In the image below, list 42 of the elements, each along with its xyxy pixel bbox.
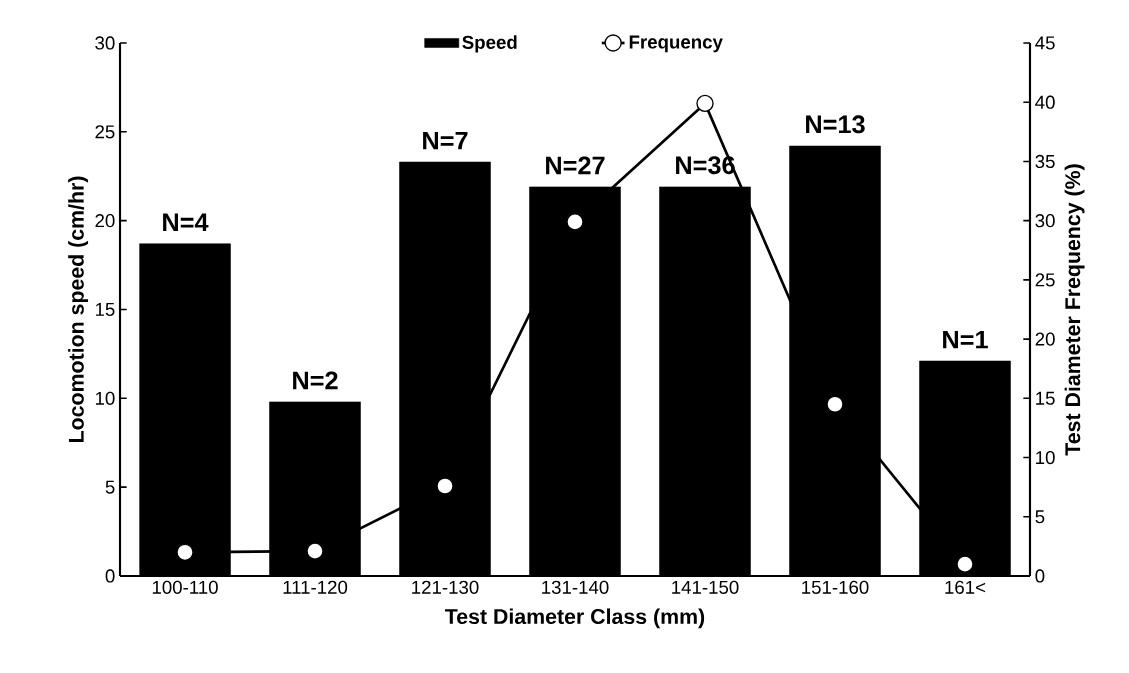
point bbox=[436, 477, 454, 495]
y2-tick-label: 30 bbox=[1035, 214, 1055, 228]
annotation: N=7 bbox=[423, 131, 468, 150]
annotation: N=27 bbox=[546, 156, 605, 175]
y2-axis-title: Test Diameter Frequency (%) bbox=[1064, 164, 1085, 456]
point bbox=[176, 543, 194, 561]
y2-tick-label: 15 bbox=[1036, 391, 1055, 405]
y-tick-label: 15 bbox=[95, 302, 115, 317]
x-tick-label: 161< bbox=[945, 580, 986, 594]
legend-label: Speed bbox=[462, 35, 517, 53]
point bbox=[306, 542, 324, 560]
legend-label: Frequency bbox=[629, 35, 723, 53]
y2-tick-label: 35 bbox=[1035, 154, 1055, 169]
point bbox=[696, 94, 714, 113]
y2-tick-label: 5 bbox=[1035, 510, 1045, 524]
y2-tick-label: 20 bbox=[1035, 332, 1055, 346]
y-tick-label: 10 bbox=[95, 391, 115, 405]
x-tick-label: 111-120 bbox=[283, 580, 348, 594]
x-tick-label: 121-130 bbox=[412, 580, 479, 594]
x-tick-label: 131-140 bbox=[542, 580, 609, 594]
y-tick-label: 5 bbox=[105, 480, 115, 494]
y-axis-title: Locomotion speed (cm/hr) bbox=[68, 176, 89, 442]
point bbox=[956, 555, 974, 573]
y2-tick-label: 25 bbox=[1035, 273, 1055, 287]
point bbox=[566, 213, 584, 231]
x-tick-label: 100-110 bbox=[152, 580, 218, 594]
y2-tick-label: 10 bbox=[1036, 450, 1055, 465]
y-tick-label: 0 bbox=[105, 569, 115, 583]
y-tick-label: 30 bbox=[95, 36, 115, 50]
x-tick-label: 141-150 bbox=[672, 580, 739, 594]
annotation: N=2 bbox=[293, 371, 338, 390]
annotation: N=13 bbox=[806, 115, 865, 134]
annotation: N=1 bbox=[943, 330, 988, 349]
point bbox=[826, 395, 844, 413]
annotation: N=4 bbox=[163, 213, 209, 232]
y2-tick-label: 0 bbox=[1035, 569, 1045, 583]
x-tick-label: 151-160 bbox=[802, 580, 869, 594]
y-tick-label: 25 bbox=[95, 125, 115, 139]
y-tick-label: 20 bbox=[95, 214, 115, 228]
y2-tick-label: 40 bbox=[1035, 95, 1055, 109]
y2-tick-label: 45 bbox=[1035, 36, 1055, 50]
x-axis-title: Test Diameter Class (mm) bbox=[445, 608, 705, 629]
